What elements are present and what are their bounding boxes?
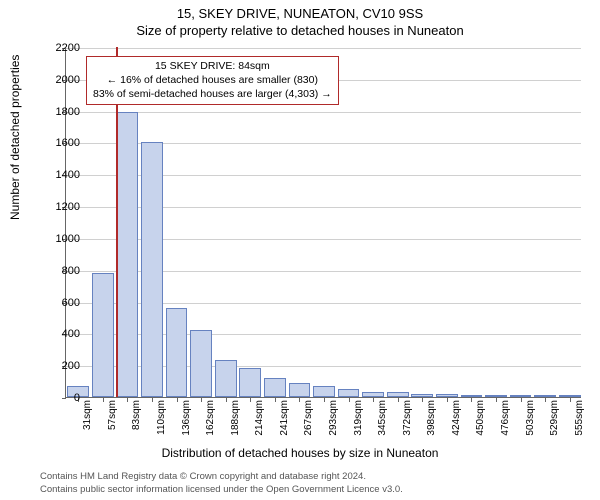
xtick-mark (545, 398, 546, 402)
title-line1: 15, SKEY DRIVE, NUNEATON, CV10 9SS (0, 0, 600, 21)
ytick-label: 2000 (40, 74, 80, 86)
xtick-mark (570, 398, 571, 402)
grid-line (66, 48, 581, 49)
bar (166, 308, 188, 397)
grid-line (66, 112, 581, 113)
bar (534, 395, 556, 397)
ytick-label: 800 (40, 265, 80, 277)
xtick-mark (471, 398, 472, 402)
xtick-mark (152, 398, 153, 402)
xtick-mark (250, 398, 251, 402)
bar (362, 392, 384, 397)
y-axis-label: Number of detached properties (8, 55, 22, 220)
bar (338, 389, 360, 397)
ytick-label: 200 (40, 360, 80, 372)
xtick-mark (398, 398, 399, 402)
chart-container: 15, SKEY DRIVE, NUNEATON, CV10 9SS Size … (0, 0, 600, 500)
bar (92, 273, 114, 397)
bar (485, 395, 507, 397)
xtick-mark (127, 398, 128, 402)
ytick-label: 2200 (40, 42, 80, 54)
ytick-label: 1400 (40, 169, 80, 181)
xtick-mark (521, 398, 522, 402)
ytick-label: 1000 (40, 233, 80, 245)
ytick-label: 1800 (40, 106, 80, 118)
xtick-mark (226, 398, 227, 402)
xtick-mark (324, 398, 325, 402)
xtick-mark (373, 398, 374, 402)
title-line2: Size of property relative to detached ho… (0, 21, 600, 38)
xtick-mark (422, 398, 423, 402)
annotation-box: 15 SKEY DRIVE: 84sqm ← 16% of detached h… (86, 56, 339, 105)
footer: Contains HM Land Registry data © Crown c… (40, 471, 403, 496)
bar (141, 142, 163, 397)
bar (387, 392, 409, 397)
bar (510, 395, 532, 397)
bar (436, 394, 458, 397)
ytick-label: 0 (40, 392, 80, 404)
bar (190, 330, 212, 397)
xtick-mark (496, 398, 497, 402)
xtick-mark (275, 398, 276, 402)
xtick-mark (177, 398, 178, 402)
annotation-line3: 83% of semi-detached houses are larger (… (93, 87, 332, 101)
xtick-mark (299, 398, 300, 402)
bar (239, 368, 261, 397)
bar (215, 360, 237, 397)
bar (264, 378, 286, 397)
bar (411, 394, 433, 397)
x-axis-label: Distribution of detached houses by size … (0, 446, 600, 460)
ytick-label: 1200 (40, 201, 80, 213)
bar (461, 395, 483, 397)
xtick-mark (349, 398, 350, 402)
bar (559, 395, 581, 397)
ytick-label: 400 (40, 328, 80, 340)
footer-line2: Contains public sector information licen… (40, 484, 403, 496)
annotation-line1: 15 SKEY DRIVE: 84sqm (93, 59, 332, 73)
xtick-mark (201, 398, 202, 402)
ytick-label: 600 (40, 297, 80, 309)
bar (313, 386, 335, 397)
bar (117, 112, 139, 397)
bar (289, 383, 311, 397)
xtick-mark (103, 398, 104, 402)
xtick-mark (447, 398, 448, 402)
ytick-label: 1600 (40, 137, 80, 149)
footer-line1: Contains HM Land Registry data © Crown c… (40, 471, 403, 483)
annotation-line2: ← 16% of detached houses are smaller (83… (93, 73, 332, 87)
